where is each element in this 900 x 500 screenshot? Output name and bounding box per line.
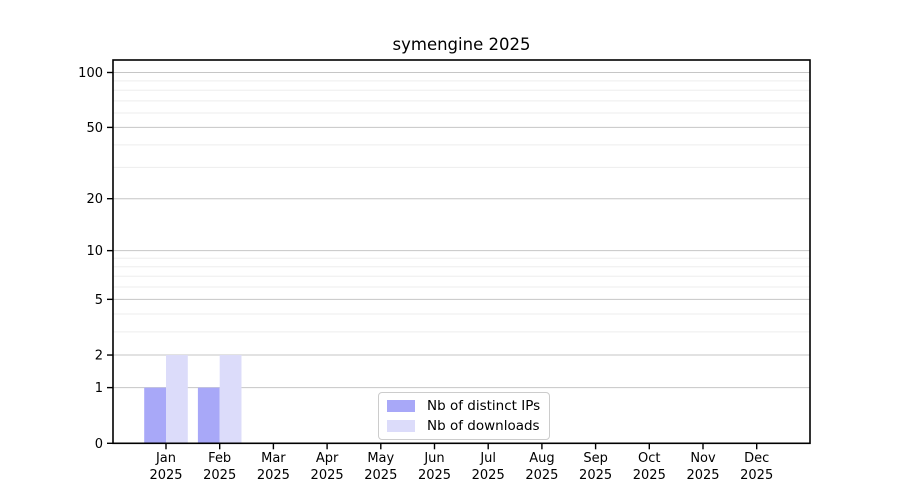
x-tick-label-month: Mar	[261, 451, 286, 466]
x-tick-label-month: May	[367, 451, 394, 466]
x-tick-label-month: Sep	[583, 451, 608, 466]
x-tick-label-month: Aug	[529, 451, 554, 466]
x-tick-label-month: Jan	[155, 451, 176, 466]
x-tick-label-year: 2025	[257, 468, 290, 483]
x-tick-label-year: 2025	[472, 468, 505, 483]
legend-swatch-downloads	[387, 420, 415, 432]
x-tick-label-year: 2025	[686, 468, 719, 483]
x-tick-label-month: Oct	[638, 451, 660, 466]
y-tick-label: 5	[95, 293, 103, 308]
y-tick-label: 1	[95, 381, 103, 396]
legend-item-downloads: Nb of downloads	[387, 418, 540, 434]
plot-border	[112, 59, 811, 445]
x-tick-label-month: Nov	[690, 451, 716, 466]
legend-label-distinct-ips: Nb of distinct IPs	[427, 398, 541, 414]
x-tick-label-month: Jun	[423, 451, 444, 466]
y-tick-label: 20	[86, 192, 103, 207]
x-tick-label-year: 2025	[203, 468, 236, 483]
x-tick-label-year: 2025	[525, 468, 558, 483]
y-tick-label: 2	[95, 349, 103, 364]
y-tick-label: 0	[95, 437, 103, 452]
x-tick-label-year: 2025	[633, 468, 666, 483]
x-tick-label-month: Dec	[744, 451, 769, 466]
bar-nb-of-distinct-ips-feb	[197, 387, 220, 444]
x-tick-label-year: 2025	[579, 468, 612, 483]
legend: Nb of distinct IPs Nb of downloads	[378, 392, 551, 440]
x-tick-label-year: 2025	[311, 468, 344, 483]
x-tick-label-month: Apr	[316, 451, 339, 466]
x-tick-label-month: Feb	[208, 451, 231, 466]
x-tick-label-year: 2025	[418, 468, 451, 483]
legend-item-distinct-ips: Nb of distinct IPs	[387, 398, 540, 414]
x-tick-label-month: Jul	[479, 451, 496, 466]
chart-title: symengine 2025	[392, 35, 531, 54]
x-tick-label-year: 2025	[149, 468, 182, 483]
y-tick-label: 50	[86, 121, 103, 136]
legend-label-downloads: Nb of downloads	[427, 418, 540, 434]
x-tick-label-year: 2025	[740, 468, 773, 483]
bar-nb-of-downloads-feb	[219, 355, 242, 444]
x-tick-label-year: 2025	[364, 468, 397, 483]
bar-nb-of-downloads-jan	[166, 355, 188, 444]
y-tick-label: 100	[78, 66, 103, 81]
legend-swatch-distinct-ips	[387, 400, 415, 412]
bar-nb-of-distinct-ips-jan	[144, 387, 166, 444]
y-tick-label: 10	[86, 244, 103, 259]
